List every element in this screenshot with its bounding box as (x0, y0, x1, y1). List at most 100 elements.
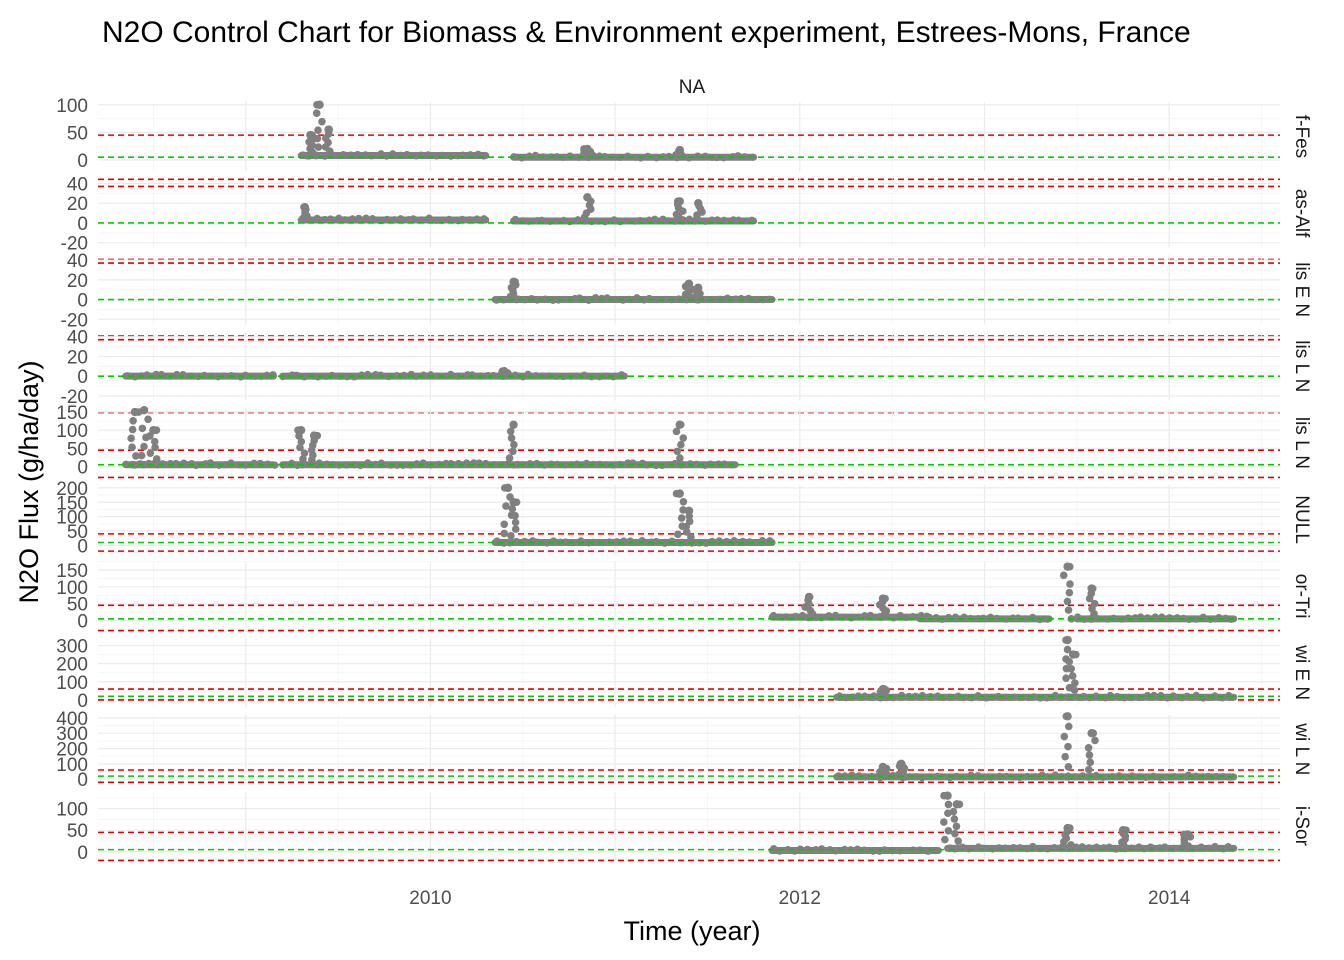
data-point (848, 771, 856, 779)
y-tick-label: 100 (56, 673, 88, 694)
data-point (511, 215, 519, 223)
y-tick-label: 0 (77, 691, 88, 712)
data-point (526, 459, 534, 468)
grid (98, 714, 1280, 784)
data-point (729, 216, 738, 224)
data-point (1044, 845, 1052, 853)
data-point (1224, 842, 1232, 851)
data-point (981, 773, 989, 781)
data-point (847, 614, 855, 622)
spike-point (672, 427, 681, 436)
spike-point (941, 835, 949, 844)
data-point (480, 152, 488, 160)
data-point (412, 372, 420, 380)
data-point (520, 537, 529, 545)
data-point (400, 371, 408, 379)
y-tick-label: 100 (56, 755, 88, 776)
y-tick-label: 40 (67, 175, 88, 196)
data-point (723, 294, 732, 302)
data-point (803, 845, 812, 853)
data-point (427, 371, 435, 379)
data-point (701, 152, 709, 160)
spike-point (1091, 736, 1099, 745)
data-point (1141, 773, 1150, 781)
spike-point (500, 520, 509, 529)
data-point (543, 539, 551, 547)
y-tick-label: -20 (61, 310, 88, 331)
spike-peak-point (952, 800, 961, 809)
data-point (993, 614, 1001, 622)
data-point (527, 294, 536, 303)
facet-label: f-Fes (1291, 115, 1312, 158)
data-point (326, 215, 335, 223)
spike-point (687, 533, 695, 542)
spike-point (1067, 664, 1076, 673)
data-points (768, 791, 1238, 855)
data-point (668, 537, 676, 545)
data-point (708, 216, 716, 224)
data-point (1031, 773, 1039, 781)
data-point (686, 460, 694, 468)
spike-point (677, 440, 685, 449)
facet-label-wrapper: as-Alf (1291, 189, 1312, 238)
data-point (839, 613, 847, 621)
data-point (617, 371, 626, 379)
data-point (524, 217, 533, 225)
data-point (419, 371, 428, 379)
data-point (1127, 694, 1135, 702)
spike-point (299, 455, 307, 463)
grid (98, 791, 1280, 861)
data-point (417, 216, 426, 224)
data-point (1150, 691, 1158, 699)
data-point (313, 214, 321, 222)
data-point (1144, 691, 1152, 700)
data-point (1086, 694, 1094, 702)
x-tick-label: 2014 (1148, 888, 1191, 909)
spike-point (1061, 752, 1069, 761)
spike-peak-point (1087, 729, 1096, 738)
facet-label: as-Alf (1291, 189, 1312, 238)
spike-peak-point (1063, 823, 1072, 833)
spike-point (500, 529, 509, 538)
data-point (1002, 615, 1010, 623)
spike-point (511, 525, 520, 533)
spike-peak-point (500, 367, 509, 376)
data-point (200, 371, 209, 380)
spike-point (128, 443, 136, 451)
spike-point (511, 511, 519, 520)
y-tick-label: 0 (77, 291, 88, 312)
data-points (491, 483, 776, 547)
data-point (553, 460, 561, 468)
spike-point (508, 505, 517, 513)
data-point (343, 461, 351, 469)
spike-peak-point (296, 425, 306, 435)
spike-point (314, 126, 322, 134)
data-point (734, 216, 743, 224)
spike-point (1059, 571, 1068, 580)
spike-peak-point (684, 279, 694, 288)
data-point (945, 613, 953, 622)
data-point (339, 150, 347, 159)
facet-label-wrapper: i-Sor (1291, 806, 1312, 847)
data-point (1211, 842, 1219, 851)
spike-peak-point (509, 420, 518, 429)
y-tick-label: 100 (56, 508, 88, 529)
data-point (173, 370, 181, 379)
data-point (409, 215, 417, 223)
facet-label: NULL (1291, 495, 1312, 544)
facet-label-wrapper: NULL (1291, 495, 1312, 544)
panel-1: 0 50 100 f-Fes (56, 96, 1312, 181)
spike-point (679, 434, 688, 442)
data-point (946, 773, 954, 782)
spike-peak-point (309, 431, 319, 440)
data-point (179, 370, 187, 379)
spike-peak-point (509, 498, 518, 507)
data-point (1170, 844, 1178, 852)
data-point (321, 215, 329, 224)
data-point (1099, 773, 1107, 781)
data-points (122, 367, 628, 381)
spike-point (138, 424, 147, 433)
